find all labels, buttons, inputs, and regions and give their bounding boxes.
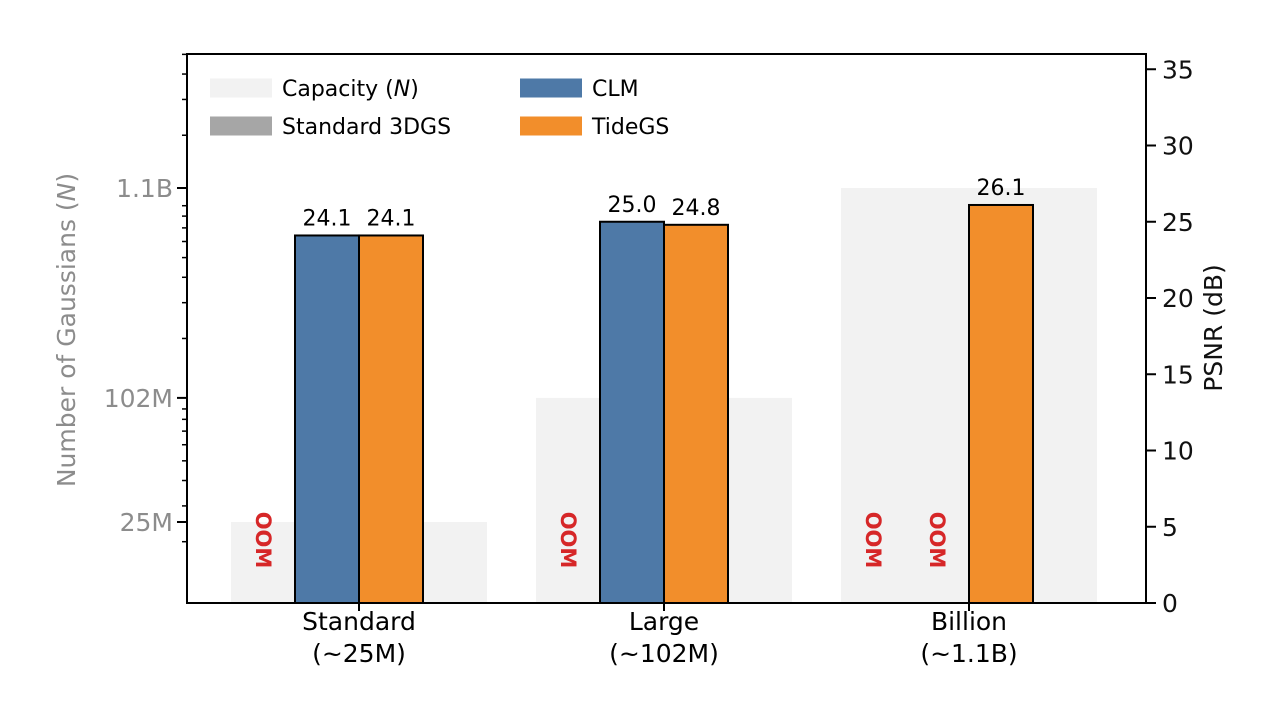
bar-2-0: [358, 234, 424, 604]
value-label-2-0: 24.1: [367, 206, 416, 231]
right-tick-label-1: 5: [1162, 513, 1178, 542]
legend-swatch-2: [520, 78, 582, 98]
right-tick-label-3: 15: [1162, 360, 1194, 389]
legend-label-2: CLM: [592, 77, 639, 102]
legend-label-close: ): [410, 77, 419, 102]
left-axis-label-var: N: [52, 182, 81, 201]
right-tick-label-0: 0: [1162, 589, 1178, 618]
left-tick-label-0: 25M: [120, 508, 173, 537]
oom-label-0-0: OOM: [251, 512, 275, 569]
plot-frame: [186, 53, 1147, 604]
value-label-1-0: 24.1: [303, 206, 352, 231]
legend-label-1: Standard 3DGS: [282, 115, 451, 140]
category-sublabel-1: (~102M): [609, 639, 719, 668]
bar-2-2: [968, 203, 1034, 604]
value-label-2-1: 24.8: [672, 196, 721, 221]
legend-label-0: Capacity (N): [282, 77, 419, 102]
oom-label-0-1: OOM: [556, 512, 580, 569]
oom-label-1-2: OOM: [925, 512, 949, 569]
category-sublabel-2: (~1.1B): [920, 639, 1017, 668]
right-tick-label-7: 35: [1162, 55, 1194, 84]
right-tick-label-2: 10: [1162, 437, 1194, 466]
legend-swatch-1: [210, 116, 272, 136]
oom-label-0-2: OOM: [861, 512, 885, 569]
value-label-1-1: 25.0: [608, 193, 657, 218]
legend-label-3: TideGS: [591, 115, 669, 140]
right-tick-label-4: 20: [1162, 284, 1194, 313]
category-label-0: Standard: [302, 607, 416, 636]
legend: Capacity (N) Standard 3DGS CLM TideGS: [210, 77, 669, 140]
legend-swatch-0: [210, 78, 272, 98]
legend-label-var: N: [394, 77, 410, 102]
category-sublabel-0: (~25M): [312, 639, 406, 668]
axes: 25M 102M 1.1B Number of Gaussians (N) 0 5 10 15…: [52, 53, 1228, 668]
category-label-1: Large: [629, 607, 699, 636]
right-tick-label-5: 25: [1162, 208, 1194, 237]
left-axis-label: Number of Gaussians (N): [52, 173, 81, 487]
left-axis-label-close: ): [52, 173, 81, 183]
bar-1-0: [294, 234, 360, 604]
psnr-bars: [294, 203, 1034, 605]
value-label-2-2: 26.1: [977, 176, 1026, 201]
bar-1-1: [599, 220, 665, 604]
bar-2-1: [663, 223, 729, 605]
left-tick-label-1: 102M: [104, 384, 173, 413]
right-axis-label: PSNR (dB): [1199, 264, 1228, 392]
legend-swatch-3: [520, 116, 582, 136]
category-label-2: Billion: [931, 607, 1007, 636]
data-labels: OOM OOM OOM 24.1 25.0 OOM 24.1 24.8 26.1: [251, 176, 1025, 568]
left-tick-label-2: 1.1B: [116, 174, 173, 203]
right-tick-label-6: 30: [1162, 132, 1194, 161]
